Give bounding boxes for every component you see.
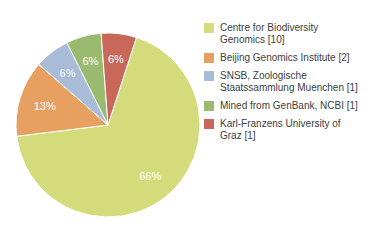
svg-text:6%: 6% [60, 67, 76, 79]
html-text:Beijing Genomics Institute [2]: Beijing Genomics Institute [2] [220, 52, 350, 63]
html-text:Karl-Franzens University of Gr: Karl-Franzens University of Graz [1] [220, 118, 341, 141]
svg-text:13%: 13% [34, 100, 56, 112]
html-text:Mined from GenBank, NCBI [1]: Mined from GenBank, NCBI [1] [220, 100, 358, 111]
svg-text:66%: 66% [139, 170, 161, 182]
svg-text:6%: 6% [108, 53, 124, 65]
svg-text:6%: 6% [82, 55, 98, 67]
html-text:Centre for Biodiversity Genomi: Centre for Biodiversity Genomics [10] [220, 22, 319, 45]
html-text:SNSB, Zoologische Staatssammlu: SNSB, Zoologische Staatssammlung Muenche… [220, 70, 358, 93]
